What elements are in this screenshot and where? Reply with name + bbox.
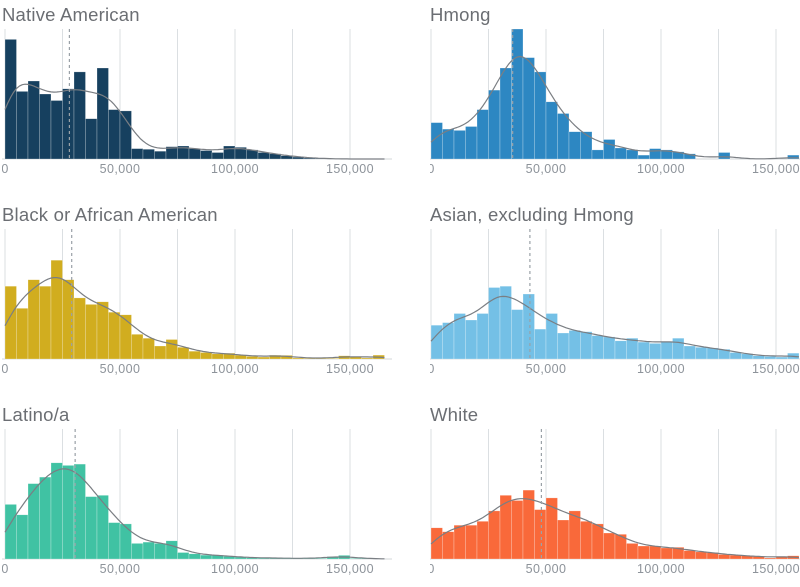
x-tick-label: 150,000: [326, 562, 374, 576]
histogram-black-or-african-american: 0 50,000 100,000 150,000: [2, 229, 392, 376]
chart-title-white: White: [430, 404, 479, 425]
x-tick-label: 50,000: [526, 362, 567, 376]
x-tick-label: 50,000: [526, 562, 567, 576]
x-tick-label: 150,000: [752, 362, 800, 376]
x-tick-label: 150,000: [326, 362, 374, 376]
x-tick-label: 100,000: [211, 162, 259, 176]
x-tick-label: 100,000: [211, 362, 259, 376]
chart-panel-black-or-african-american: Black or African American 0 50,000 100,000…: [2, 203, 392, 377]
histogram-white: 0 50,000 100,000 150,000: [430, 429, 800, 576]
x-tick-label: 150,000: [752, 162, 800, 176]
x-tick-label: 0: [430, 162, 435, 176]
x-tick-label: 0: [430, 562, 435, 576]
x-tick-label: 50,000: [100, 562, 141, 576]
chart-title-asian-excluding-hmong: Asian, excluding Hmong: [430, 204, 634, 225]
chart-title-black-or-african-american: Black or African American: [2, 204, 218, 225]
x-tick-label: 0: [2, 562, 9, 576]
x-tick-label: 100,000: [637, 162, 685, 176]
x-tick-label: 50,000: [526, 162, 567, 176]
histogram-asian-excluding-hmong: 0 50,000 100,000 150,000: [430, 229, 800, 376]
chart-panel-latino-a: Latino/a 0 50,000 100,000 150,000: [2, 403, 392, 577]
x-tick-label: 150,000: [326, 162, 374, 176]
x-tick-label: 50,000: [100, 362, 141, 376]
chart-panel-native-american: Native American 0 50,000 100,000 150,000: [2, 3, 392, 177]
x-tick-label: 100,000: [637, 562, 685, 576]
chart-panel-hmong: Hmong 0 50,000 100,000 150,000: [430, 3, 800, 177]
x-tick-label: 0: [2, 162, 9, 176]
chart-panel-white: White 0 50,000 100,000 150,000: [430, 403, 800, 577]
x-tick-label: 100,000: [211, 562, 259, 576]
x-tick-label: 0: [430, 362, 435, 376]
histogram-native-american: 0 50,000 100,000 150,000: [2, 29, 392, 176]
chart-title-native-american: Native American: [2, 4, 140, 25]
histogram-hmong: 0 50,000 100,000 150,000: [430, 29, 800, 176]
x-tick-label: 100,000: [637, 362, 685, 376]
chart-panel-asian-excluding-hmong: Asian, excluding Hmong 0 50,000 100,000 150…: [430, 203, 800, 377]
chart-title-latino-a: Latino/a: [2, 404, 70, 425]
chart-title-hmong: Hmong: [430, 4, 491, 25]
x-tick-label: 50,000: [100, 162, 141, 176]
histogram-latino-a: 0 50,000 100,000 150,000: [2, 429, 392, 576]
x-tick-label: 0: [2, 362, 9, 376]
x-tick-label: 150,000: [752, 562, 800, 576]
